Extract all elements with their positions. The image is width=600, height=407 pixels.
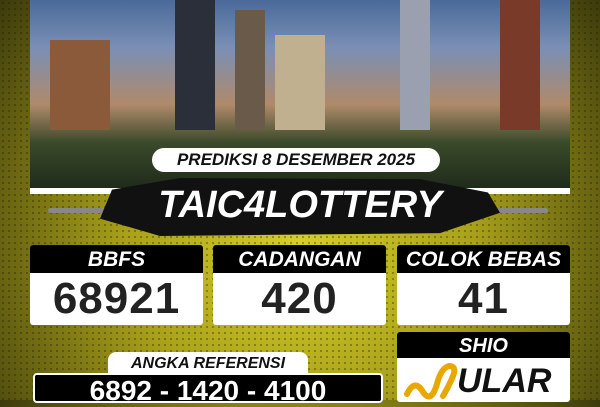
box-value: 420 — [261, 274, 338, 323]
referensi-value: 6892 - 1420 - 4100 — [33, 373, 383, 406]
bbfs-box: BBFS 68921 — [30, 245, 203, 325]
referensi-label: ANGKA REFERENSI — [108, 352, 308, 374]
colok-bebas-box: COLOK BEBAS 41 — [397, 245, 570, 325]
city-photo — [30, 0, 570, 190]
brand-title: TAIC4LOTTERY — [158, 184, 442, 226]
date-label: PREDIKSI 8 DESEMBER 2025 — [152, 148, 440, 172]
box-value: 68921 — [52, 274, 181, 323]
box-value: 41 — [458, 274, 509, 323]
box-label: CADANGAN — [213, 245, 386, 273]
box-label: BBFS — [30, 245, 203, 273]
shio-label: SHIO — [397, 332, 570, 358]
shio-box: SHIO ULAR — [397, 332, 570, 402]
shio-value: ULAR — [457, 362, 552, 400]
snake-icon — [404, 362, 458, 400]
cadangan-box: CADANGAN 420 — [213, 245, 386, 325]
brush-band — [100, 178, 500, 236]
box-label: COLOK BEBAS — [397, 245, 570, 273]
